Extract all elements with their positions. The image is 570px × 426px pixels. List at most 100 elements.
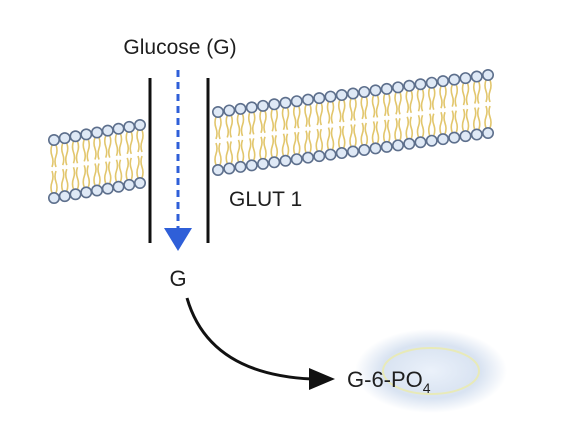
lipid-head (234, 102, 247, 115)
lipid-head (448, 73, 461, 86)
lipid-tail (71, 166, 76, 190)
lipid-head (290, 95, 303, 108)
lipid-tail (341, 125, 346, 149)
lipid-tail (247, 138, 252, 161)
lipid-tail (427, 113, 432, 136)
lipid-tail (315, 128, 320, 152)
lipid-head (123, 120, 136, 133)
lipid-tail (60, 142, 65, 166)
lipid-head (459, 130, 472, 143)
membrane-left-heads (47, 119, 147, 205)
lipid-tail (375, 95, 380, 118)
lipid-head (414, 78, 427, 91)
lipid-tail (360, 122, 365, 146)
lipid-head (279, 96, 292, 109)
lipid-tail (281, 133, 286, 157)
lipid-tail (420, 88, 425, 112)
lipid-tail (319, 102, 324, 126)
lipid-head (212, 106, 225, 119)
lipid-tail (236, 139, 241, 163)
lipid-tail (371, 121, 376, 144)
lipid-tail (263, 136, 267, 160)
lipid-tail (330, 101, 335, 124)
lipid-head (470, 128, 483, 141)
lipid-tail (360, 96, 365, 120)
lipid-tail (484, 105, 488, 129)
lipid-tail (443, 111, 447, 135)
lipid-head (69, 130, 82, 143)
lipid-tail (405, 90, 410, 114)
lipid-tail (461, 82, 466, 106)
membrane-right-tails (214, 79, 492, 166)
lipid-tail (326, 127, 331, 150)
lipid-tail (285, 107, 290, 131)
lipid-head (324, 90, 337, 103)
lipid-tail (247, 112, 252, 135)
lipid-head (223, 162, 236, 175)
lipid-tail (296, 105, 301, 129)
lipid-head (380, 82, 393, 95)
lipid-head (91, 126, 104, 139)
lipid-tail (240, 139, 245, 163)
lipid-tail (259, 136, 263, 160)
lipid-head (112, 180, 125, 193)
lipid-tail (454, 84, 459, 107)
glucose-inside-label: G (169, 266, 186, 291)
lipid-head (425, 134, 438, 147)
lipid-head (279, 154, 292, 167)
lipid-head (369, 142, 382, 155)
lipid-head (47, 192, 60, 205)
lipid-tail (118, 133, 123, 157)
lipid-tail (398, 118, 402, 141)
lipid-tail (82, 165, 87, 188)
lipid-tail (292, 131, 297, 155)
lipid-tail (450, 110, 455, 133)
lipid-head (212, 164, 225, 177)
lipid-tail (54, 144, 58, 168)
product-label-main: G-6-PO (347, 367, 423, 392)
lipid-head (335, 89, 348, 102)
lipid-head (436, 75, 449, 88)
lipid-tail (86, 139, 91, 162)
lipid-tail (114, 133, 119, 157)
lipid-head (313, 150, 326, 163)
membrane-right-segment (212, 69, 494, 177)
lipid-head (425, 76, 438, 89)
lipid-head (101, 124, 114, 137)
lipid-tail (450, 84, 455, 107)
glut1-label: GLUT 1 (229, 188, 302, 211)
lipid-tail (240, 113, 245, 137)
lipid-head (245, 101, 258, 114)
lipid-tail (50, 144, 54, 168)
lipid-tail (472, 107, 477, 130)
lipid-head (346, 87, 359, 100)
lipid-tail (251, 138, 256, 161)
lipid-tail (75, 166, 80, 190)
lipid-tail (341, 99, 346, 123)
product-label: G-6-PO4 (347, 367, 431, 396)
lipid-tail (118, 159, 123, 183)
lipid-tail (416, 88, 421, 112)
lipid-head (448, 131, 461, 144)
lipid-head (324, 148, 337, 161)
product-glow (355, 329, 507, 413)
lipid-head (481, 69, 494, 82)
lipid-tail (86, 165, 91, 188)
lipid-tail (330, 127, 335, 150)
lipid-head (134, 119, 147, 132)
lipid-head (58, 190, 71, 203)
lipid-tail (349, 98, 353, 121)
lipid-head (69, 188, 82, 201)
lipid-tail (75, 140, 80, 164)
lipid-head (134, 177, 147, 190)
product-glow-ring (382, 347, 480, 395)
lipid-tail (308, 104, 312, 127)
lipid-tail (136, 129, 140, 153)
lipid-tail (218, 142, 222, 166)
lipid-tail (431, 87, 436, 110)
lipid-head (123, 178, 136, 191)
lipid-tail (218, 116, 222, 140)
lipid-tail (125, 157, 130, 181)
lipid-tail (281, 107, 286, 131)
lipid-tail (488, 105, 492, 129)
